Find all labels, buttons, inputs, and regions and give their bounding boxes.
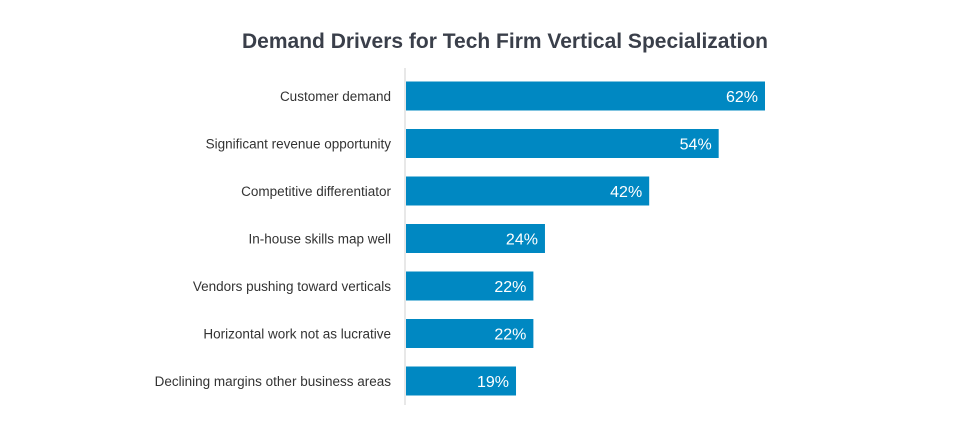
bar <box>406 176 650 206</box>
chart-title: Demand Drivers for Tech Firm Vertical Sp… <box>242 30 768 53</box>
bar-value-label: 54% <box>680 137 712 154</box>
bar-value-label: 19% <box>477 374 509 391</box>
category-label: Competitive differentiator <box>241 184 391 199</box>
bar-value-label: 24% <box>506 232 538 249</box>
bar <box>406 271 534 301</box>
bar <box>406 129 719 158</box>
bar-value-label: 22% <box>494 327 526 344</box>
bar <box>406 81 765 111</box>
category-label: Vendors pushing toward verticals <box>193 279 391 294</box>
bar <box>406 224 545 253</box>
category-label: Horizontal work not as lucrative <box>203 327 391 342</box>
bar-value-label: 42% <box>610 184 642 201</box>
bar-value-label: 62% <box>726 89 758 106</box>
category-label: Declining margins other business areas <box>155 374 392 389</box>
bar-value-label: 22% <box>494 279 526 296</box>
category-label: Customer demand <box>280 89 391 104</box>
bar <box>406 366 517 396</box>
category-label: In-house skills map well <box>248 232 391 247</box>
bar <box>406 319 534 348</box>
category-label: Significant revenue opportunity <box>206 137 392 152</box>
